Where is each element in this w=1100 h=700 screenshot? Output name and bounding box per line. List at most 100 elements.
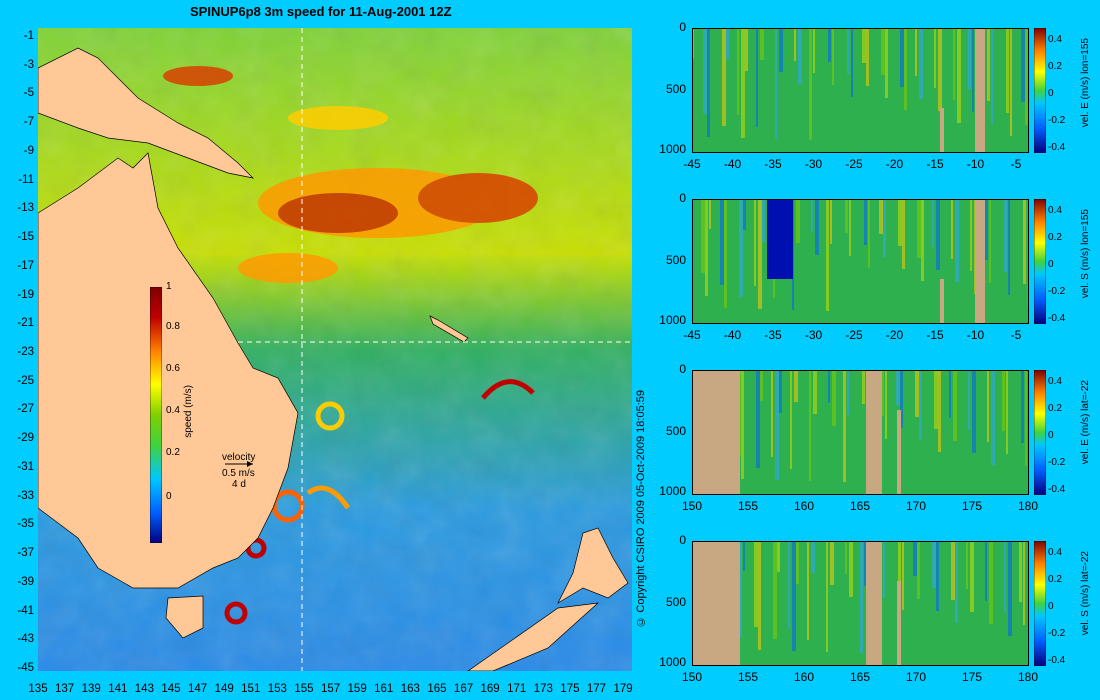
section-streak [919,370,922,440]
section-streak [985,199,988,260]
section-streak [741,28,745,138]
section-streak [739,199,743,297]
section-streak [756,370,760,468]
section-streak [828,370,830,403]
section-streak [745,28,748,71]
section-colorbar-tick: 0.2 [1048,61,1062,72]
section-x-label: 150 [681,670,703,684]
section-x-label: -15 [926,157,944,171]
section-streak [862,28,866,63]
section-streak [968,28,971,89]
section-streak [709,199,711,229]
section-x-label: -35 [764,157,782,171]
section-streak [919,28,923,99]
section-x-label: -25 [845,328,863,342]
section-colorbar-tick: 0.4 [1048,205,1062,216]
section-streak [758,541,761,650]
section-streak [883,199,886,257]
section-streak [754,199,756,286]
map-lon-label: 179 [613,683,633,695]
section-streak [845,199,848,233]
section-streak [832,370,836,426]
map-lat-label: -5 [23,87,34,100]
section-land [866,541,882,666]
map-lon-label: 173 [533,683,553,695]
section-x-label: -20 [885,157,904,171]
section-streak [955,199,959,282]
section-x-label: -15 [926,328,944,342]
strong-south-core [767,199,793,279]
section-streak [1025,28,1028,125]
section-colorbar-tick: 0 [1048,259,1054,270]
section-plot [692,28,1029,153]
map-lat-label: -21 [17,317,34,330]
section-x-label: -20 [885,328,904,342]
map-lat-label: -37 [17,547,34,560]
speed-colorbar-tick: 0.8 [166,321,180,332]
section-streak [904,28,907,110]
section-streak [902,199,905,269]
section-x-label: -45 [683,328,701,342]
australia [38,152,299,589]
section-colorbar-tick: 0.4 [1048,376,1062,387]
speed-colorbar-tick: 1 [166,281,172,292]
map-lon-label: 141 [108,683,128,695]
map-lat-label: -31 [17,460,34,473]
section-streak [726,28,729,59]
section-streak [1025,370,1027,466]
section-streak [722,28,726,126]
section-streak [1021,28,1025,102]
section-streak [705,199,708,296]
section-streak [775,28,777,139]
section-streak [756,28,758,127]
section-streak [849,199,851,256]
map-lat-label: -3 [23,58,34,71]
section-y-label: 1000 [659,484,686,498]
section-streak [987,28,990,101]
section-colorbar [1034,28,1046,153]
map-lon-label: 137 [55,683,75,695]
section-streak [864,199,867,245]
section-streak [900,28,904,87]
new-zealand-north [557,527,629,604]
section-streak [830,199,832,244]
section-colorbar-tick: 0 [1048,88,1054,99]
section-streak [932,541,936,588]
section-streak [811,541,815,573]
section-y-label: 500 [665,82,686,96]
section-colorbar-tick: -0.2 [1048,628,1066,639]
section-x-label: -30 [804,157,823,171]
section-colorbar-tick: 0.4 [1048,547,1062,558]
section-x-label: 150 [681,499,703,513]
section-streak [849,541,853,597]
section-frame [692,541,1029,666]
section-streak [798,28,802,84]
section-colorbar-tick: -0.2 [1048,286,1066,297]
speed-colorbar-tick: 0.6 [166,363,180,374]
section-x-label: -5 [1010,157,1022,171]
section-land [692,541,740,666]
section-colorbar-tick: 0 [1048,430,1054,441]
section-colorbar [1034,199,1046,324]
section-streak [773,541,777,639]
section-streak [792,541,796,651]
section-streak [938,370,941,452]
section-x-label: 165 [849,670,871,684]
section-streak [1021,370,1024,443]
section-streak [845,541,847,574]
map-lat-label: -43 [17,633,34,646]
section-y-label: 500 [665,595,686,609]
section-streak [936,541,939,611]
section-x-label: -40 [723,157,742,171]
section-streak [864,541,866,586]
section-y-label: 0 [679,533,686,547]
map-lat-label: -27 [17,403,34,416]
section-streak [762,199,765,242]
map-lon-label: 153 [267,683,287,695]
map-lon-label: 177 [586,683,607,695]
section-frame [692,199,1029,324]
section-streak [813,370,817,414]
section-streak [796,199,800,243]
section-streak [760,28,764,60]
map-lat-label: -17 [17,259,34,272]
